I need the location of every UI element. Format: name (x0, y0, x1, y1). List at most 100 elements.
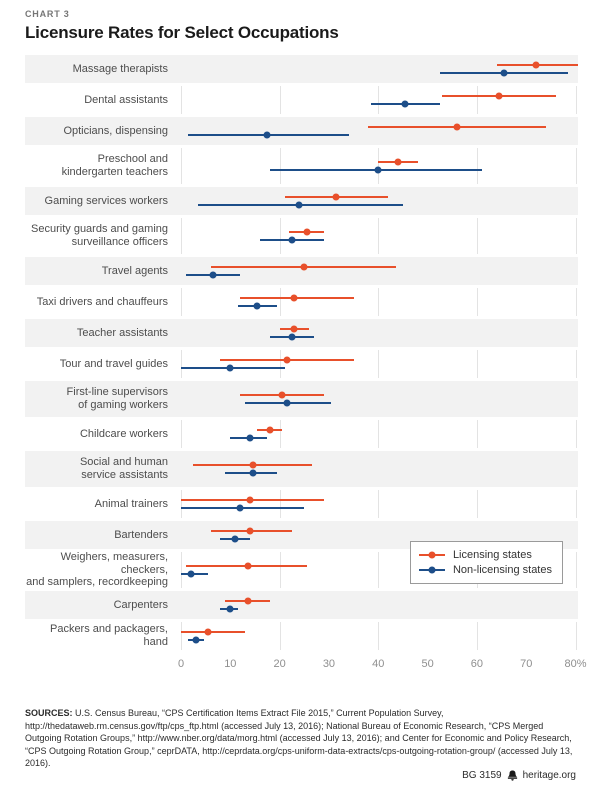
row-plot-area (181, 117, 578, 145)
licensing-dot (244, 562, 252, 570)
non-licensing-range-bar (181, 573, 209, 575)
occupation-label-line: Tour and travel guides (59, 357, 168, 370)
row-plot-area (181, 148, 578, 184)
licensing-dot (266, 426, 274, 434)
licensing-dot (303, 228, 311, 236)
row-plot-area (181, 420, 578, 448)
legend: Licensing states Non-licensing states (409, 541, 563, 584)
row-plot-area (181, 381, 578, 417)
chart-row: Packers and packagers, hand (25, 620, 578, 651)
gridlines (181, 53, 578, 651)
non-licensing-dot (226, 364, 234, 372)
licensing-dot (249, 461, 256, 469)
row-plot-area (181, 187, 578, 215)
row-plot-area (181, 591, 578, 619)
chart-row: Teacher assistants (25, 317, 578, 348)
occupation-label: Travel agents (25, 257, 181, 285)
chart-row: Tour and travel guides (25, 348, 578, 379)
non-licensing-dot (209, 271, 217, 279)
non-licensing-dot (288, 236, 296, 244)
occupation-label-line: Social and human (79, 456, 168, 469)
sources-label: SOURCES: (25, 708, 73, 718)
non-licensing-dot (192, 636, 200, 644)
chart-row: Gaming services workers (25, 185, 578, 216)
non-licensing-dot (226, 605, 234, 613)
occupation-label-line: surveillance officers (71, 236, 168, 248)
occupation-label: Preschool and kindergarten teachers (25, 148, 181, 184)
x-axis-tick-label: 40 (372, 658, 385, 670)
x-axis-tick-label: 70 (520, 658, 533, 670)
legend-marker-icon (418, 551, 445, 558)
occupation-label: Childcare workers (25, 420, 181, 448)
row-plot-area (181, 55, 578, 83)
occupation-label: First-line supervisors of gaming workers (25, 381, 181, 417)
chart-row: Weighers, measurers, checkers, and sample… (25, 550, 578, 589)
non-licensing-dot (283, 399, 291, 407)
row-plot-area (181, 319, 578, 347)
licensing-dot (532, 61, 540, 69)
licensing-dot (244, 597, 252, 605)
chart-row: Social and human service assistants (25, 449, 578, 488)
occupation-label: Gaming services workers (25, 187, 181, 215)
non-licensing-dot (374, 166, 382, 174)
occupation-label: Dental assistants (25, 86, 181, 114)
gridline (476, 53, 478, 651)
occupation-label-line: Taxi drivers and chauffeurs (36, 295, 168, 308)
row-plot-area (181, 350, 578, 378)
chart: Massage therapists Dental assistants Optic… (25, 53, 578, 651)
row-plot-area (181, 521, 578, 549)
non-licensing-dot (263, 131, 271, 139)
chart-row: Massage therapists (25, 53, 578, 84)
occupation-label: Tour and travel guides (25, 350, 181, 378)
chart-row: Dental assistants (25, 84, 578, 115)
chart-kicker: CHART 3 (25, 9, 70, 19)
occupation-label-line: Gaming services workers (44, 194, 168, 207)
x-axis-tick-label: 20 (273, 658, 286, 670)
row-plot-area (181, 257, 578, 285)
chart-row: Carpenters (25, 589, 578, 620)
occupation-label-line: Packers and packagers, hand (49, 623, 168, 648)
licensing-dot (290, 294, 298, 302)
chart-row: Travel agents (25, 255, 578, 286)
licensing-dot (290, 325, 298, 333)
occupation-label-line: Preschool and (97, 153, 168, 166)
occupation-label-line: Security guards and gaming (31, 223, 168, 236)
licensing-dot (283, 356, 291, 364)
footer-site: heritage.org (522, 770, 576, 781)
occupation-label: Carpenters (25, 591, 181, 619)
occupation-label: Massage therapists (25, 55, 181, 83)
chart-title: Licensure Rates for Select Occupations (25, 23, 339, 42)
footer: BG 3159 heritage.org (462, 770, 576, 781)
occupation-label: Teacher assistants (25, 319, 181, 347)
legend-dot (428, 551, 436, 558)
occupation-label-line: Opticians, dispensing (63, 124, 168, 137)
licensing-dot (278, 391, 286, 399)
gridline (279, 53, 281, 651)
occupation-label-line: Weighers, measurers, checkers, (60, 550, 168, 576)
licensing-dot (332, 193, 340, 201)
occupation-label-line: First-line supervisors (66, 386, 168, 399)
chart-row: Security guards and gaming surveillance o… (25, 216, 578, 255)
occupation-label-line: Bartenders (114, 528, 168, 541)
gridline (181, 53, 182, 651)
occupation-label-line: Childcare workers (79, 427, 168, 440)
x-axis-tick-label: 30 (322, 658, 336, 670)
occupation-label: Packers and packagers, hand (25, 622, 181, 650)
non-licensing-dot (187, 570, 195, 578)
gridline (575, 53, 577, 651)
licensing-dot (246, 496, 254, 504)
occupation-label-line: Travel agents (101, 264, 168, 277)
chart-row: Childcare workers (25, 418, 578, 449)
chart-row: Animal trainers (25, 488, 578, 519)
heritage-bell-icon (507, 770, 517, 781)
occupation-label-line: Animal trainers (94, 497, 168, 510)
occupation-label: Security guards and gaming surveillance o… (25, 218, 181, 254)
occupation-label: Opticians, dispensing (25, 117, 181, 145)
row-plot-area (181, 86, 578, 114)
licensing-dot (204, 628, 212, 636)
non-licensing-dot (231, 535, 239, 543)
x-axis: 0 10 20 30 40 50 60 70 80% (25, 651, 587, 675)
x-axis-tick-label: 10 (224, 658, 237, 670)
occupation-label: Social and human service assistants (25, 451, 181, 487)
